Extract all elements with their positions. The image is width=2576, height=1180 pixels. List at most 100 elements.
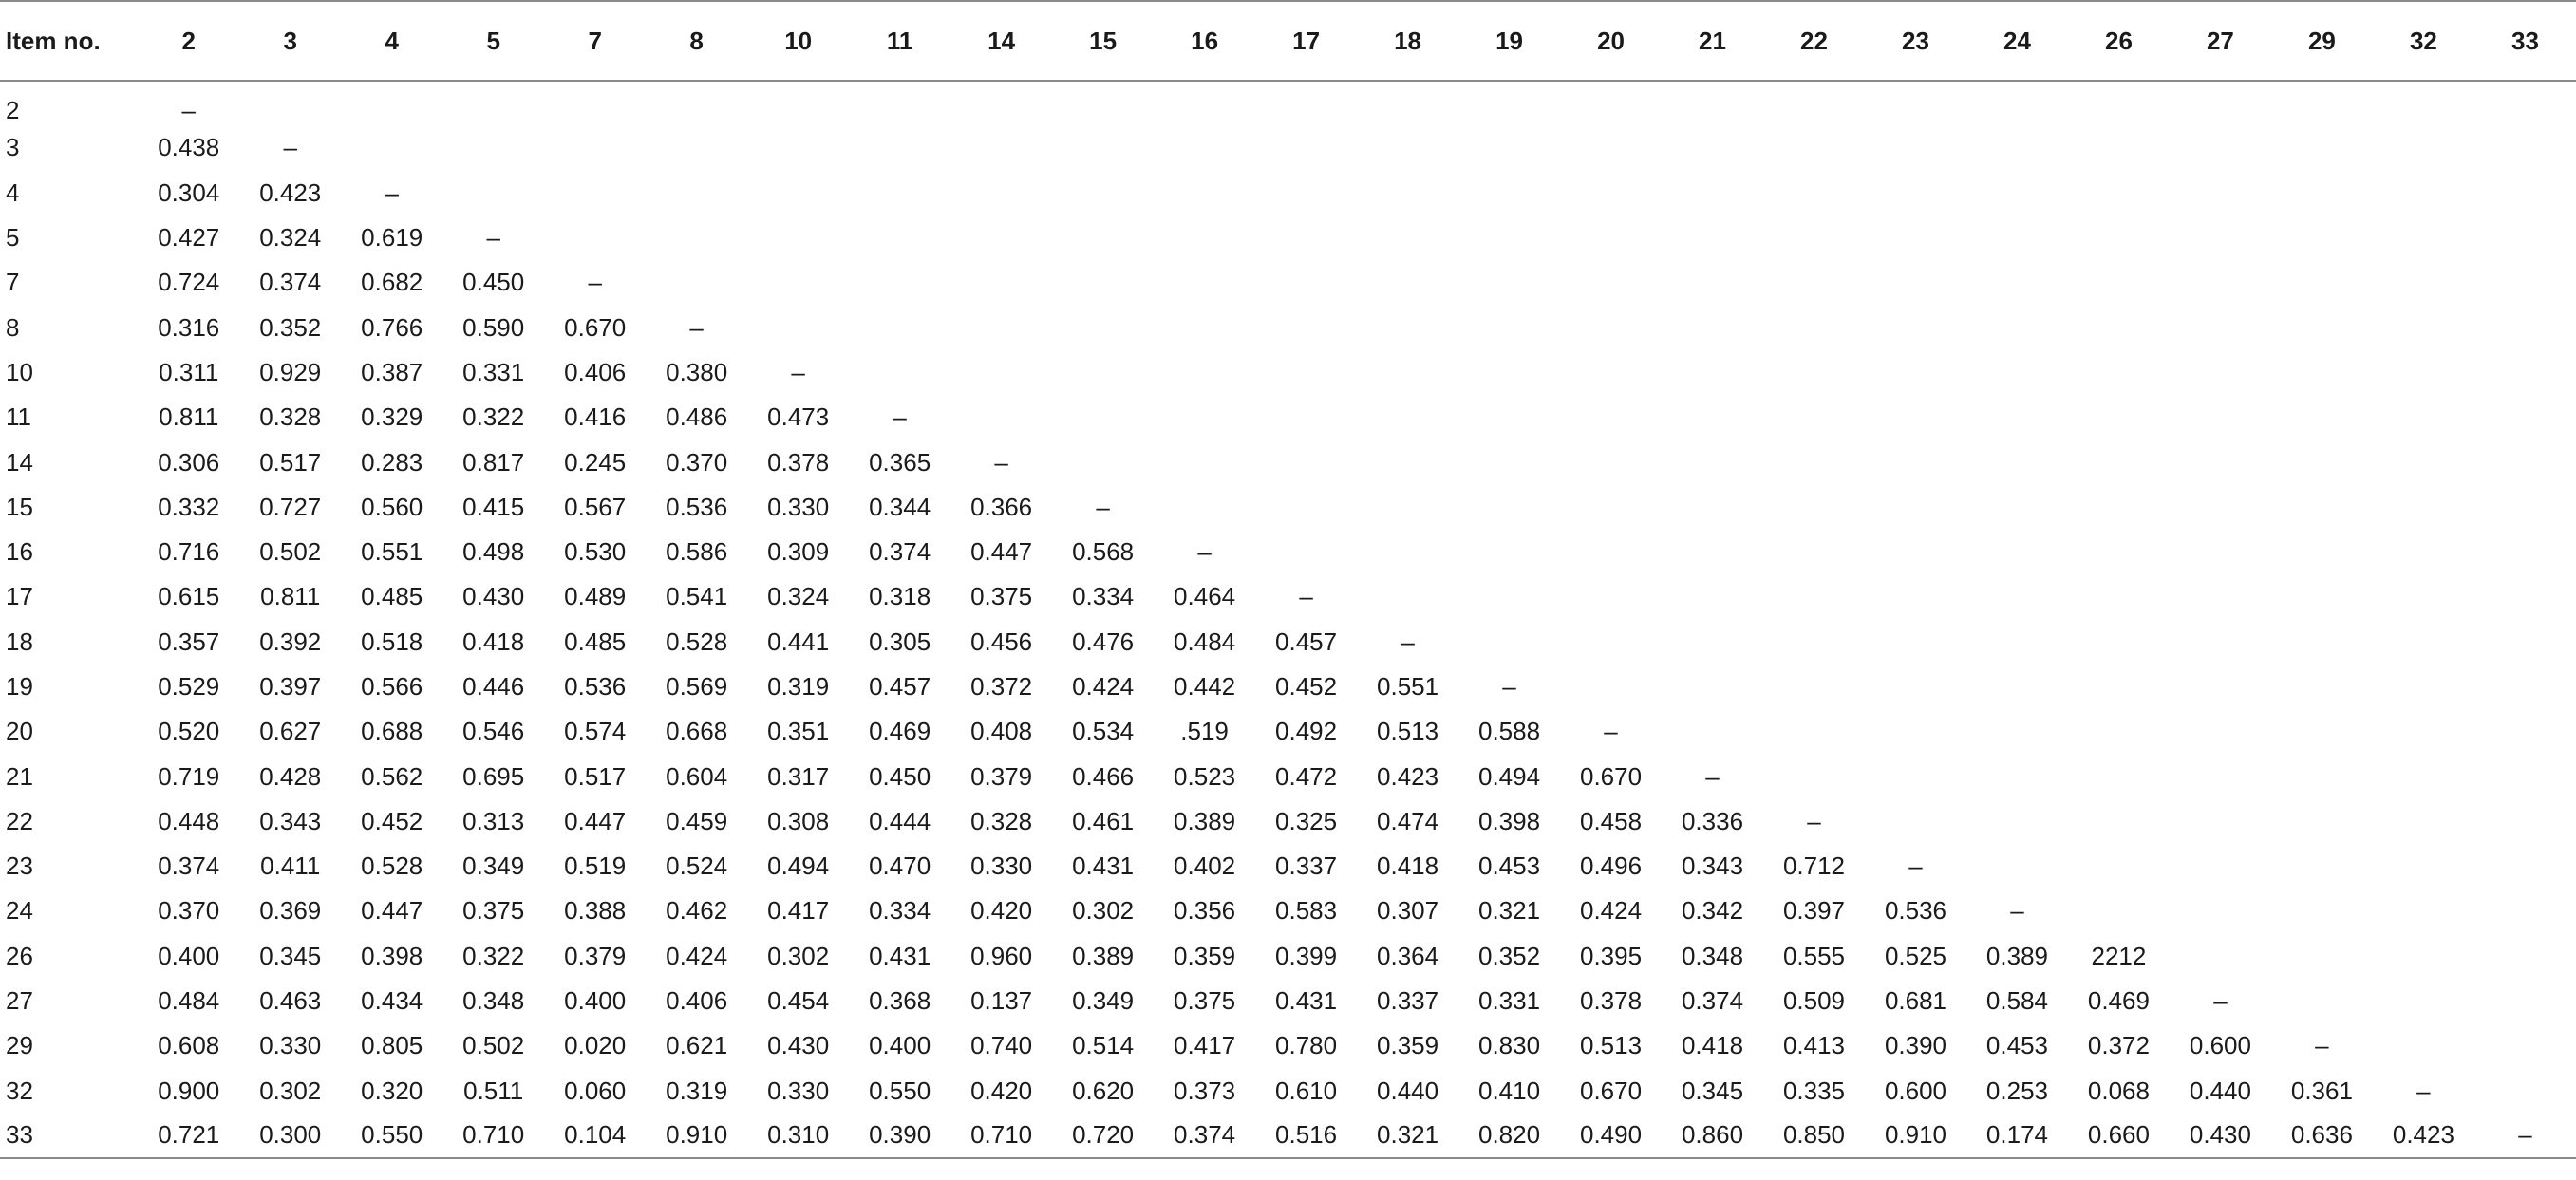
- table-cell: 0.485: [361, 582, 423, 611]
- table-cell: –: [283, 133, 297, 162]
- table-cell: [2474, 1023, 2576, 1068]
- table-cell: [341, 125, 442, 170]
- table-cell: [1560, 485, 1662, 530]
- table-cell: 0.423: [2372, 1113, 2474, 1160]
- table-cell: [2373, 440, 2474, 484]
- table-cell: 0.461: [1072, 806, 1135, 835]
- table-cell: 0.060: [564, 1076, 627, 1105]
- table-cell: 0.536: [666, 492, 728, 521]
- table-cell: [1458, 171, 1560, 215]
- table-cell: 0.615: [158, 582, 220, 611]
- table-cell: [2170, 125, 2271, 170]
- row-label: 8: [6, 312, 20, 342]
- table-cell: –: [2315, 1031, 2329, 1060]
- table-cell: 0.447: [970, 537, 1033, 567]
- table-cell: [1357, 215, 1458, 260]
- table-cell: [2068, 395, 2170, 440]
- table-cell: 0.334: [869, 896, 931, 926]
- table-cell: 0.349: [1072, 986, 1135, 1016]
- table-cell: 0.805: [361, 1031, 423, 1060]
- table-cell: [1560, 350, 1662, 395]
- row-label: 15: [6, 492, 33, 521]
- table-cell: 0.306: [158, 447, 220, 477]
- table-cell: [2170, 665, 2271, 709]
- column-header-33: 33: [2473, 0, 2576, 82]
- table-cell: [1662, 574, 1763, 619]
- table-cell: 0.670: [1579, 1076, 1643, 1105]
- table-cell: 0.368: [869, 986, 931, 1016]
- table-cell: [747, 81, 849, 125]
- table-cell: 0.476: [1072, 627, 1135, 656]
- table-cell: [1966, 844, 2068, 889]
- table-cell: [1662, 665, 1763, 709]
- table-cell: [1966, 665, 2068, 709]
- table-cell: [1560, 665, 1662, 709]
- table-cell: 0.523: [1174, 761, 1236, 791]
- table-cell: 0.566: [361, 672, 423, 701]
- table-cell: 0.423: [1377, 761, 1439, 791]
- table-cell: 0.322: [462, 941, 525, 970]
- row-label: 29: [6, 1031, 33, 1060]
- table-cell: [747, 260, 849, 305]
- row-label: 14: [6, 447, 33, 477]
- table-cell: [2068, 485, 2170, 530]
- table-cell: 0.357: [158, 627, 220, 656]
- table-cell: 0.450: [462, 268, 525, 297]
- table-cell: [1865, 440, 1966, 484]
- table-cell: [646, 125, 747, 170]
- table-cell: [1052, 125, 1154, 170]
- table-cell: [1763, 395, 1865, 440]
- table-cell: 0.389: [1072, 941, 1135, 970]
- table-cell: 0.310: [747, 1113, 850, 1160]
- table-cell: [2373, 889, 2474, 933]
- table-cell: 0.374: [869, 537, 931, 567]
- table-cell: 0.555: [1782, 941, 1846, 970]
- header-item-no: Item no.: [0, 0, 139, 82]
- table-cell: 0.366: [970, 492, 1033, 521]
- table-cell: 0.536: [1884, 896, 1947, 926]
- table-cell: [1865, 260, 1966, 305]
- table-cell: 0.513: [1579, 1031, 1643, 1060]
- table-cell: –: [588, 268, 602, 297]
- table-cell: 0.400: [564, 986, 627, 1016]
- table-cell: 0.536: [564, 672, 627, 701]
- table-cell: [1865, 709, 1966, 754]
- table-cell: [2271, 754, 2373, 798]
- table-cell: 0.530: [564, 537, 627, 567]
- table-cell: 0.473: [767, 403, 830, 432]
- table-cell: [1357, 305, 1458, 349]
- table-cell: 0.719: [158, 761, 220, 791]
- table-cell: [2170, 171, 2271, 215]
- column-header-20: 20: [1560, 0, 1663, 82]
- row-label: 11: [6, 403, 31, 432]
- row-label: 2: [6, 95, 20, 124]
- table-cell: [1154, 81, 1255, 125]
- table-cell: 0.068: [2087, 1076, 2150, 1105]
- table-cell: 0.361: [2290, 1076, 2353, 1105]
- table-cell: 2212: [2091, 941, 2147, 970]
- table-cell: [2271, 620, 2373, 665]
- table-cell: [1662, 215, 1763, 260]
- table-cell: [1662, 395, 1763, 440]
- table-cell: [442, 81, 544, 125]
- table-cell: 0.332: [158, 492, 220, 521]
- table-cell: [1966, 620, 2068, 665]
- table-cell: [2068, 889, 2170, 933]
- table-cell: 0.440: [1377, 1076, 1439, 1105]
- row-label: 10: [6, 357, 33, 386]
- table-cell: 0.344: [869, 492, 931, 521]
- table-cell: 0.710: [442, 1113, 545, 1160]
- table-cell: [2373, 125, 2474, 170]
- table-cell: 0.670: [1579, 761, 1643, 791]
- table-cell: 0.424: [1072, 672, 1135, 701]
- table-cell: [2373, 260, 2474, 305]
- table-row: 16 0.716 0.502 0.551 0.498 0.530 0.586 0.309 0.3…: [0, 530, 2576, 574]
- table-cell: [2474, 395, 2576, 440]
- table-cell: [1560, 125, 1662, 170]
- table-cell: 0.910: [646, 1113, 748, 1160]
- table-cell: [2474, 799, 2576, 844]
- table-cell: [1560, 171, 1662, 215]
- table-cell: 0.446: [462, 672, 525, 701]
- column-header-27: 27: [2169, 0, 2271, 82]
- table-cell: [1763, 440, 1865, 484]
